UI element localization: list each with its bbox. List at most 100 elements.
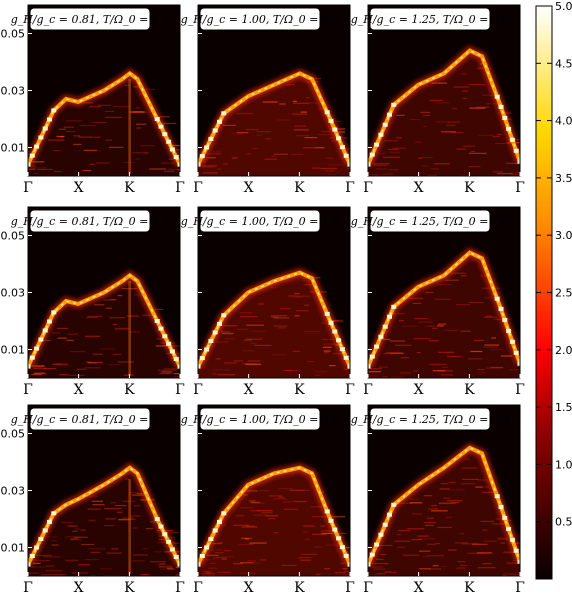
noise-streak xyxy=(439,488,450,490)
branch-marker xyxy=(324,509,330,514)
y-tick-label: 0.01 xyxy=(1,142,26,155)
x-tick-label: X xyxy=(414,580,424,596)
noise-streak xyxy=(392,147,406,149)
noise-streak xyxy=(460,330,471,332)
panel-title-text: g_H/g_c = 0.81, T/Ω_0 = 1.0 xyxy=(11,215,170,228)
branch-marker xyxy=(51,310,57,315)
branch-marker xyxy=(38,337,44,342)
colorbar-tick-label: 3.0 xyxy=(555,229,572,242)
noise-streak xyxy=(211,151,222,153)
noise-streak xyxy=(59,374,69,376)
noise-streak xyxy=(136,127,141,129)
noise-streak xyxy=(484,540,498,542)
noise-streak xyxy=(314,371,328,373)
noise-streak xyxy=(250,501,260,503)
branch-marker xyxy=(34,144,40,149)
noise-streak xyxy=(276,119,290,121)
noise-streak xyxy=(243,350,255,352)
x-tick-label: Γ xyxy=(515,580,525,596)
colorbar-tick-label: 5.0 xyxy=(555,0,572,13)
branch-marker xyxy=(47,117,52,122)
noise-streak xyxy=(65,120,83,122)
panel-8: g_H/g_c = 1.00, T/Ω_0 = 3.0 Γ X K Γ xyxy=(181,404,355,596)
noise-streak xyxy=(444,329,460,331)
noise-streak xyxy=(274,153,288,155)
noise-streak xyxy=(154,551,161,553)
x-tick-label: K xyxy=(294,382,305,398)
noise-streak xyxy=(207,153,221,155)
noise-streak xyxy=(482,491,499,493)
panel-title: g_H/g_c = 0.81, T/Ω_0 = 0.6 xyxy=(11,7,169,31)
noise-streak xyxy=(519,568,520,570)
noise-streak xyxy=(438,503,450,505)
noise-streak xyxy=(70,351,86,353)
branch-marker xyxy=(42,328,48,333)
noise-streak xyxy=(343,368,350,370)
noise-streak xyxy=(246,153,252,155)
noise-streak xyxy=(510,173,519,175)
noise-streak xyxy=(246,338,262,340)
noise-streak xyxy=(97,104,111,106)
noise-streak xyxy=(37,168,53,171)
noise-streak xyxy=(417,535,430,537)
noise-streak xyxy=(49,573,66,576)
branch-marker xyxy=(339,145,345,150)
branch-marker xyxy=(347,364,350,369)
branch-marker xyxy=(34,545,40,550)
branch-marker xyxy=(494,296,500,301)
noise-streak xyxy=(418,538,435,540)
noise-streak xyxy=(136,123,147,125)
dispersion-peak xyxy=(368,49,520,165)
noise-streak xyxy=(428,340,439,342)
branch-marker xyxy=(506,328,512,333)
x-tick-label: Γ xyxy=(515,180,525,196)
noise-streak xyxy=(65,536,79,538)
noise-streak xyxy=(32,365,40,367)
panel-plot xyxy=(28,269,180,378)
noise-streak xyxy=(294,125,307,127)
branch-marker xyxy=(208,537,214,541)
noise-streak xyxy=(168,158,175,160)
noise-streak xyxy=(305,97,310,99)
noise-streak xyxy=(166,567,174,569)
noise-streak xyxy=(469,84,485,86)
colorbar-tick-label: 1.0 xyxy=(555,458,572,471)
noise-streak xyxy=(492,136,500,138)
noise-streak xyxy=(31,161,45,163)
noise-streak xyxy=(116,511,123,513)
branch-marker xyxy=(502,317,508,322)
noise-streak xyxy=(33,363,39,365)
noise-streak xyxy=(432,327,438,329)
noise-streak xyxy=(84,335,101,337)
noise-streak xyxy=(484,344,499,346)
noise-streak xyxy=(303,331,321,333)
noise-streak xyxy=(66,130,76,133)
branch-marker xyxy=(387,512,392,517)
noise-streak xyxy=(83,149,97,151)
noise-streak xyxy=(250,343,257,345)
noise-streak xyxy=(105,307,113,309)
branch-marker xyxy=(382,522,388,527)
noise-streak xyxy=(430,568,441,570)
branch-marker xyxy=(154,117,160,121)
noise-streak xyxy=(419,157,433,159)
branch-marker xyxy=(336,536,342,541)
noise-streak xyxy=(482,486,489,488)
branch-marker xyxy=(198,562,201,567)
x-tick-label: K xyxy=(124,180,135,196)
noise-streak xyxy=(400,372,412,374)
noise-streak xyxy=(42,536,58,538)
noise-streak xyxy=(281,564,297,567)
noise-streak xyxy=(453,86,470,88)
noise-streak xyxy=(81,543,95,546)
noise-streak xyxy=(377,573,386,575)
branch-marker xyxy=(204,145,210,150)
panel-6: g_H/g_c = 1.25, T/Ω_0 = 1.0 Γ X K Γ xyxy=(351,206,525,398)
noise-streak xyxy=(310,506,323,508)
noise-streak xyxy=(460,275,467,277)
y-tick-label: 0.03 xyxy=(1,287,26,300)
colorbar-tick-label: 3.5 xyxy=(555,172,572,185)
noise-streak xyxy=(87,362,97,364)
noise-streak xyxy=(160,162,175,164)
noise-streak xyxy=(480,520,495,522)
